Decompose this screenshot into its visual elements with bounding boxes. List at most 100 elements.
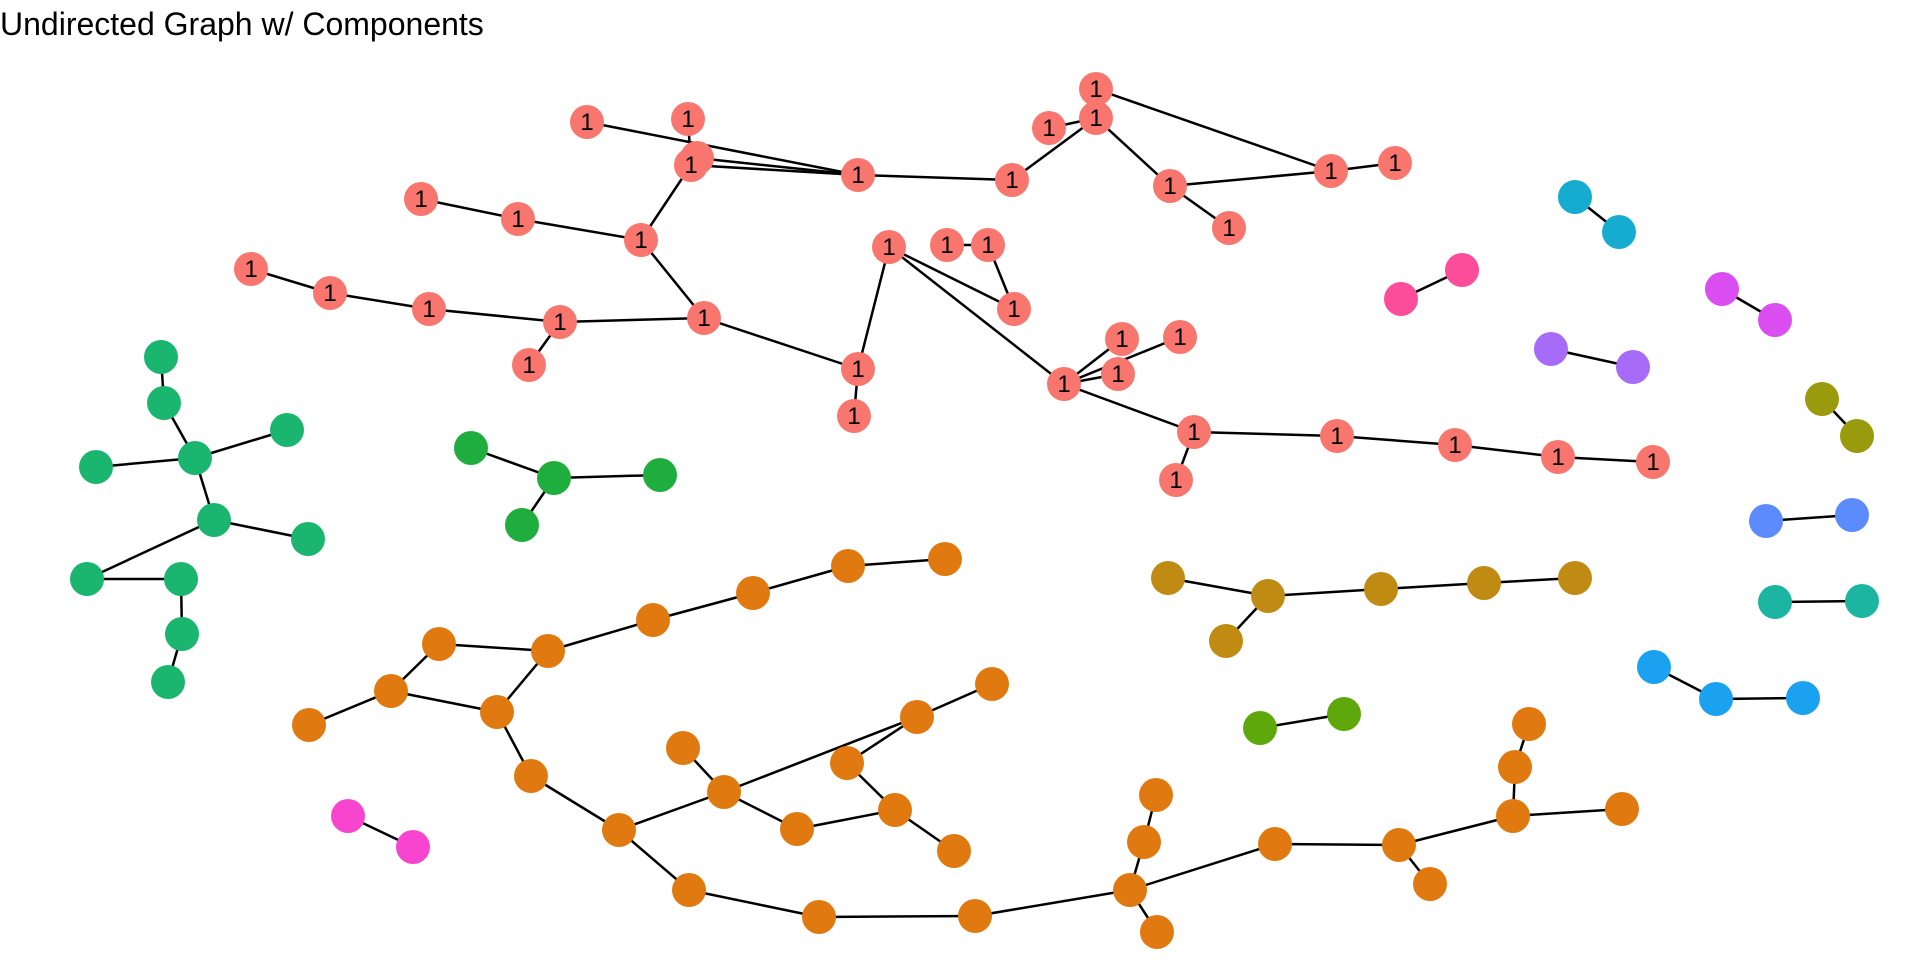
node-orange	[1140, 915, 1174, 949]
node-orange	[878, 793, 912, 827]
node-circle	[1512, 707, 1546, 741]
node-circle	[537, 461, 571, 495]
node-red: 1	[930, 228, 964, 262]
node-label: 1	[940, 232, 953, 259]
node-red: 1	[997, 292, 1031, 326]
node-circle	[971, 228, 1005, 262]
node-circle	[624, 223, 658, 257]
node-label: 1	[1042, 115, 1055, 142]
node-circle	[1251, 579, 1285, 613]
node-olive-gold	[1251, 579, 1285, 613]
node-teal	[1758, 585, 1792, 619]
node-orange	[1113, 873, 1147, 907]
node-teal-green	[147, 386, 181, 420]
node-label: 1	[414, 186, 427, 213]
node-label: 1	[1005, 167, 1018, 194]
node-label: 1	[1115, 326, 1128, 353]
node-circle	[802, 900, 836, 934]
node-red: 1	[1153, 169, 1187, 203]
node-circle	[1314, 154, 1348, 188]
node-circle	[831, 549, 865, 583]
node-pink	[1384, 282, 1418, 316]
edge-red	[517, 217, 642, 242]
node-circle	[165, 617, 199, 651]
node-label: 1	[1330, 423, 1343, 450]
edge-orange	[1512, 807, 1623, 818]
node-circle	[1413, 867, 1447, 901]
node-red: 1	[841, 158, 875, 192]
node-olive-gold	[1209, 624, 1243, 658]
node-circle	[1159, 463, 1193, 497]
node-circle	[1177, 415, 1211, 449]
node-label: 1	[882, 234, 895, 261]
node-circle	[1558, 180, 1592, 214]
node-red: 1	[1047, 367, 1081, 401]
node-orange	[928, 542, 962, 576]
edge-orange	[1274, 842, 1400, 847]
node-green	[643, 458, 677, 492]
node-circle	[672, 873, 706, 907]
edge-red	[690, 163, 859, 177]
node-circle	[780, 812, 814, 846]
node-circle	[1032, 111, 1066, 145]
nodes-layer: 11111111111111111111111111111111111111	[70, 72, 1879, 949]
node-blue	[1835, 498, 1869, 532]
node-circle	[178, 441, 212, 475]
node-red: 1	[671, 102, 705, 136]
node-circle	[234, 252, 268, 286]
node-circle	[1636, 445, 1670, 479]
node-green	[505, 508, 539, 542]
node-circle	[570, 105, 604, 139]
edge-red	[1011, 116, 1097, 182]
node-circle	[151, 665, 185, 699]
node-orange	[802, 900, 836, 934]
node-label: 1	[1646, 449, 1659, 476]
node-red: 1	[1636, 445, 1670, 479]
node-label: 1	[1111, 361, 1124, 388]
node-red: 1	[234, 252, 268, 286]
edge-orange	[530, 774, 620, 832]
node-red: 1	[1032, 111, 1066, 145]
node-orange	[1139, 778, 1173, 812]
edge-red	[586, 120, 859, 177]
node-cyan	[1558, 180, 1592, 214]
node-red: 1	[1105, 322, 1139, 356]
node-label: 1	[1173, 324, 1186, 351]
node-cyan	[1602, 215, 1636, 249]
node-label: 1	[847, 403, 860, 430]
node-olive-gold	[1151, 561, 1185, 595]
node-label: 1	[1448, 432, 1461, 459]
node-label: 1	[697, 305, 710, 332]
node-circle	[1101, 357, 1135, 391]
edge-orange	[390, 689, 498, 714]
node-circle	[958, 899, 992, 933]
node-orange	[422, 627, 456, 661]
node-magenta	[331, 799, 365, 833]
edge-orange	[974, 888, 1131, 918]
node-circle	[1616, 350, 1650, 384]
node-circle	[1541, 440, 1575, 474]
node-orange	[780, 812, 814, 846]
edge-red	[703, 316, 859, 371]
node-circle	[930, 228, 964, 262]
node-sky	[1637, 650, 1671, 684]
node-magenta	[396, 830, 430, 864]
node-violet	[1705, 272, 1739, 306]
node-circle	[1637, 650, 1671, 684]
edge-orange	[652, 591, 754, 622]
node-teal-green	[79, 450, 113, 484]
node-circle	[480, 695, 514, 729]
node-label: 1	[681, 106, 694, 133]
node-circle	[144, 340, 178, 374]
node-teal-green	[197, 503, 231, 537]
node-red: 1	[570, 105, 604, 139]
node-orange	[975, 667, 1009, 701]
node-red: 1	[313, 276, 347, 310]
node-teal-green	[270, 413, 304, 447]
node-orange	[1413, 867, 1447, 901]
node-circle	[841, 352, 875, 386]
graph-title: Undirected Graph w/ Components	[0, 6, 484, 42]
node-label: 1	[422, 296, 435, 323]
edge-red	[1095, 87, 1332, 173]
